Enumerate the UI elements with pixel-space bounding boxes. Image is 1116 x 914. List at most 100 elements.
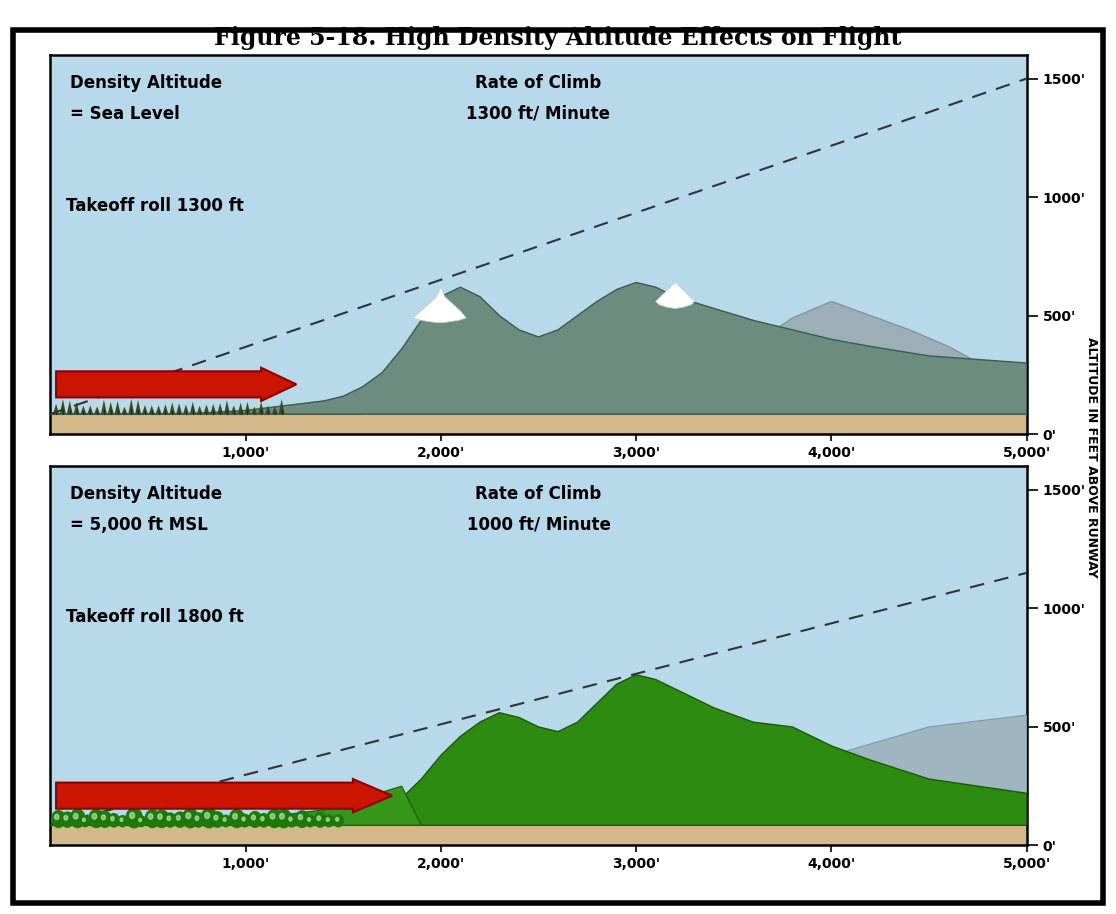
Circle shape	[308, 818, 310, 822]
Polygon shape	[87, 406, 94, 414]
Circle shape	[89, 810, 104, 827]
Polygon shape	[656, 282, 694, 309]
Polygon shape	[218, 403, 223, 414]
Polygon shape	[50, 414, 1027, 434]
Polygon shape	[135, 400, 141, 414]
Polygon shape	[128, 399, 134, 414]
Polygon shape	[210, 404, 217, 414]
Circle shape	[261, 816, 264, 821]
Polygon shape	[272, 407, 278, 414]
Circle shape	[230, 810, 244, 827]
Circle shape	[164, 813, 176, 827]
Circle shape	[325, 815, 334, 827]
Circle shape	[64, 815, 68, 820]
Polygon shape	[402, 715, 1027, 825]
Polygon shape	[163, 404, 169, 414]
Circle shape	[108, 813, 119, 827]
Polygon shape	[50, 282, 1027, 414]
Circle shape	[51, 811, 66, 827]
Circle shape	[110, 816, 114, 821]
Text: Rate of Climb: Rate of Climb	[475, 74, 602, 91]
FancyArrow shape	[56, 779, 392, 813]
Circle shape	[289, 817, 292, 821]
Circle shape	[145, 810, 160, 827]
Polygon shape	[170, 402, 175, 414]
Circle shape	[270, 813, 275, 819]
Text: ALTITUDE IN FEET ABOVE RUNWAY: ALTITUDE IN FEET ABOVE RUNWAY	[1085, 336, 1098, 578]
Polygon shape	[50, 675, 1027, 825]
Circle shape	[186, 813, 191, 819]
Circle shape	[167, 816, 171, 821]
Polygon shape	[74, 402, 79, 414]
Polygon shape	[142, 405, 147, 414]
Text: Density Altitude: Density Altitude	[69, 74, 222, 91]
Circle shape	[201, 808, 218, 828]
Circle shape	[267, 810, 282, 827]
Polygon shape	[258, 402, 264, 414]
Polygon shape	[54, 404, 59, 414]
Circle shape	[129, 813, 135, 819]
Text: 1300 ft/ Minute: 1300 ft/ Minute	[466, 104, 610, 122]
Circle shape	[258, 813, 269, 827]
Circle shape	[315, 813, 326, 827]
Polygon shape	[148, 406, 155, 414]
Circle shape	[240, 814, 250, 827]
Text: Takeoff roll 1800 ft: Takeoff roll 1800 ft	[66, 609, 243, 626]
Circle shape	[121, 818, 123, 822]
Polygon shape	[279, 399, 285, 414]
Circle shape	[298, 814, 302, 820]
Circle shape	[154, 810, 169, 827]
Polygon shape	[60, 399, 66, 414]
Circle shape	[223, 818, 227, 822]
Circle shape	[74, 813, 78, 819]
Text: Figure 5-18. High Density Altitude Effects on Flight: Figure 5-18. High Density Altitude Effec…	[214, 26, 902, 49]
Circle shape	[176, 815, 181, 820]
Polygon shape	[244, 402, 250, 414]
Polygon shape	[224, 400, 230, 414]
Circle shape	[214, 815, 218, 820]
Circle shape	[204, 813, 210, 819]
Circle shape	[148, 813, 153, 819]
Circle shape	[287, 814, 297, 827]
Text: 1000 ft/ Minute: 1000 ft/ Minute	[466, 515, 610, 534]
Circle shape	[182, 809, 199, 828]
Circle shape	[83, 818, 85, 822]
Circle shape	[138, 818, 142, 822]
Polygon shape	[122, 407, 127, 414]
Polygon shape	[67, 401, 73, 414]
Circle shape	[326, 818, 329, 822]
Polygon shape	[238, 403, 243, 414]
Polygon shape	[176, 403, 182, 414]
Polygon shape	[363, 302, 1027, 414]
Circle shape	[80, 816, 89, 826]
Polygon shape	[190, 402, 195, 414]
Circle shape	[306, 815, 315, 827]
Polygon shape	[231, 405, 237, 414]
Text: Density Altitude: Density Altitude	[69, 485, 222, 503]
Text: = 5,000 ft MSL: = 5,000 ft MSL	[69, 515, 208, 534]
Polygon shape	[266, 406, 271, 414]
Polygon shape	[50, 786, 421, 825]
Polygon shape	[115, 401, 121, 414]
Polygon shape	[50, 727, 1027, 825]
Circle shape	[55, 814, 59, 820]
Polygon shape	[196, 406, 203, 414]
Circle shape	[334, 815, 344, 827]
Circle shape	[98, 812, 112, 827]
Circle shape	[157, 813, 162, 819]
Circle shape	[233, 813, 238, 819]
Circle shape	[70, 810, 85, 827]
Circle shape	[242, 817, 246, 821]
Polygon shape	[203, 405, 210, 414]
Circle shape	[137, 816, 146, 826]
Circle shape	[193, 813, 204, 827]
Circle shape	[118, 815, 127, 826]
Text: = Sea Level: = Sea Level	[69, 104, 180, 122]
FancyArrow shape	[56, 367, 297, 401]
Circle shape	[317, 816, 320, 821]
Polygon shape	[413, 287, 466, 323]
Circle shape	[277, 810, 291, 827]
Polygon shape	[251, 407, 257, 414]
Circle shape	[336, 817, 339, 821]
Circle shape	[93, 813, 97, 819]
